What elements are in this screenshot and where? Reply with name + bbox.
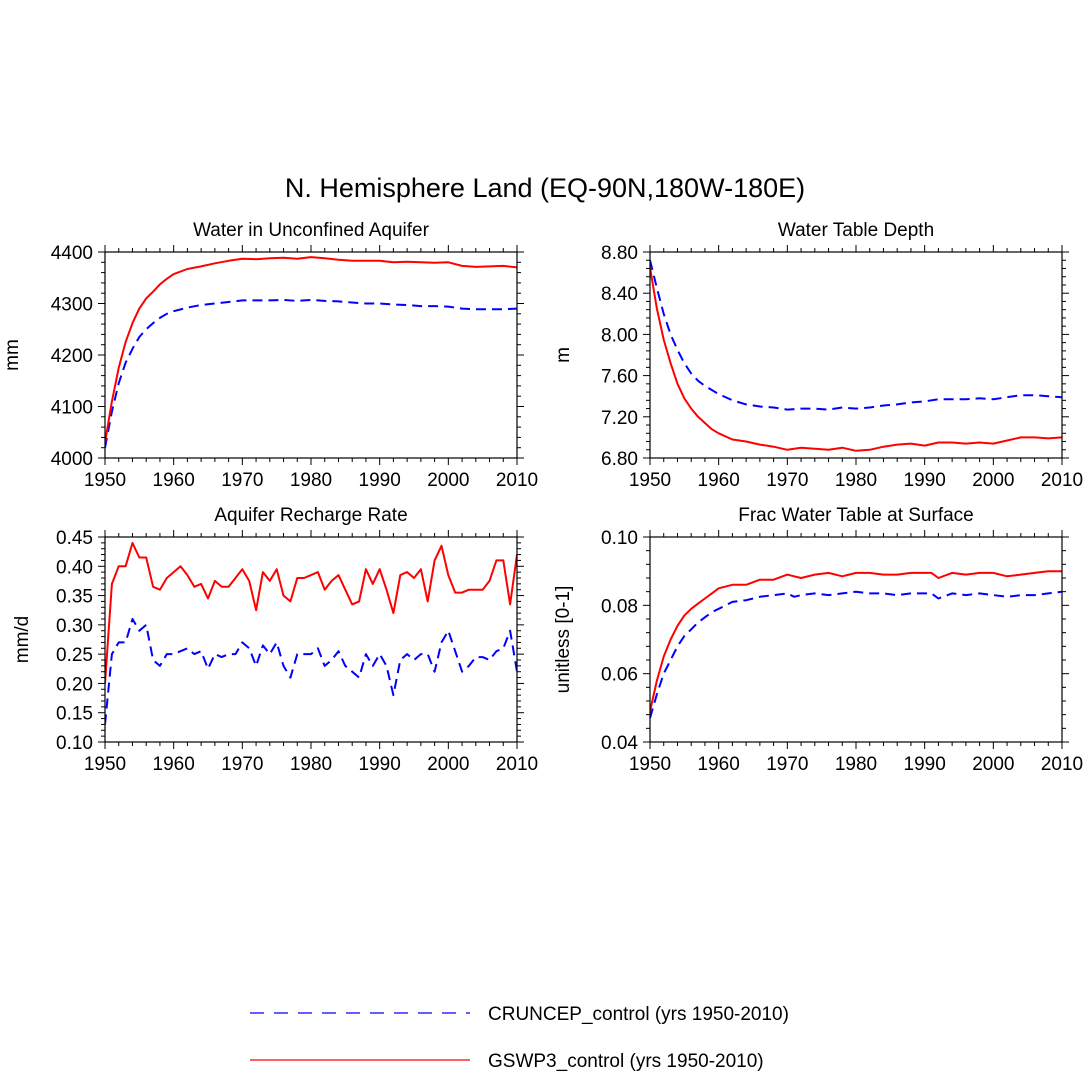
series-line-cruncep-control bbox=[105, 298, 517, 448]
series-group bbox=[650, 570, 1062, 719]
series-line-gswp3-control bbox=[105, 541, 517, 684]
panel-aquifer-recharge-rate: Aquifer Recharge Rate mm/d 1950 1960 1970 198… bbox=[12, 505, 538, 775]
y-tick-label: 0.06 bbox=[601, 665, 638, 686]
series-line-gswp3-control bbox=[650, 570, 1062, 712]
panel-title: Water in Unconfined Aquifer bbox=[193, 220, 430, 241]
series-line-cruncep-control bbox=[650, 259, 1062, 411]
panel-title: Frac Water Table at Surface bbox=[738, 505, 974, 526]
y-tick-label: 0.10 bbox=[601, 528, 638, 549]
y-tick-label: 8.00 bbox=[601, 325, 638, 346]
x-tick-label: 2000 bbox=[972, 754, 1014, 775]
legend-gswp3-label: GSWP3_control (yrs 1950-2010) bbox=[488, 1051, 764, 1072]
y-axis-label: mm bbox=[2, 339, 23, 371]
series-line-cruncep-control bbox=[105, 618, 517, 725]
y-tick-label: 4200 bbox=[51, 346, 93, 367]
y-tick-label: 6.80 bbox=[601, 449, 638, 470]
panel-water-table-depth: Water Table Depth m 1950 1960 1970 1980 1990 20… bbox=[553, 220, 1083, 491]
x-tick-label: 2010 bbox=[496, 470, 538, 491]
x-tick-label: 1980 bbox=[290, 470, 332, 491]
y-tick-label: 0.10 bbox=[56, 733, 93, 754]
y-tick-label: 0.40 bbox=[56, 557, 93, 578]
y-axis-label: m bbox=[553, 347, 574, 363]
x-tick-label: 1960 bbox=[153, 470, 195, 491]
y-tick-label: 0.04 bbox=[601, 733, 638, 754]
y-tick-label: 0.25 bbox=[56, 645, 93, 666]
x-tick-label: 1960 bbox=[153, 754, 195, 775]
x-tick-label: 1990 bbox=[904, 754, 946, 775]
panel-frac-water-table-at-surface: Frac Water Table at Surface unitless [0-1… bbox=[553, 505, 1083, 775]
series-group bbox=[105, 541, 517, 725]
series-line-gswp3-control bbox=[650, 267, 1062, 452]
x-tick-label: 1950 bbox=[84, 754, 126, 775]
x-tick-label: 1980 bbox=[835, 754, 877, 775]
x-tick-label: 2010 bbox=[1041, 754, 1083, 775]
y-tick-label: 7.20 bbox=[601, 408, 638, 429]
y-axis-label: mm/d bbox=[12, 616, 33, 664]
y-tick-label: 4400 bbox=[51, 243, 93, 264]
x-tick-label: 1970 bbox=[221, 754, 263, 775]
y-tick-label: 4000 bbox=[51, 449, 93, 470]
x-tick-label: 2000 bbox=[972, 470, 1014, 491]
x-tick-label: 2010 bbox=[496, 754, 538, 775]
panel-title: Water Table Depth bbox=[778, 220, 934, 241]
y-tick-label: 4100 bbox=[51, 398, 93, 419]
x-tick-label: 1950 bbox=[629, 754, 671, 775]
y-tick-label: 7.60 bbox=[601, 367, 638, 388]
figure-title: N. Hemisphere Land (EQ-90N,180W-180E) bbox=[285, 173, 805, 203]
series-group bbox=[105, 256, 517, 448]
y-tick-label: 0.15 bbox=[56, 704, 93, 725]
x-tick-label: 1960 bbox=[698, 470, 740, 491]
plot-frame bbox=[649, 536, 1063, 743]
y-tick-label: 0.20 bbox=[56, 674, 93, 695]
series-line-gswp3-control bbox=[105, 256, 517, 443]
x-tick-label: 1950 bbox=[629, 470, 671, 491]
x-tick-label: 2000 bbox=[427, 470, 469, 491]
plot-frame bbox=[104, 251, 518, 459]
y-tick-label: 4300 bbox=[51, 295, 93, 316]
x-tick-label: 1980 bbox=[835, 470, 877, 491]
x-tick-label: 1990 bbox=[904, 470, 946, 491]
x-tick-label: 1970 bbox=[221, 470, 263, 491]
y-tick-label: 0.08 bbox=[601, 596, 638, 617]
plot-frame bbox=[104, 536, 518, 743]
plot-frame bbox=[649, 251, 1063, 459]
x-tick-label: 1990 bbox=[359, 470, 401, 491]
legend: CRUNCEP_control (yrs 1950-2010) GSWP3_co… bbox=[250, 1004, 789, 1072]
x-tick-label: 1970 bbox=[766, 754, 808, 775]
panel-title: Aquifer Recharge Rate bbox=[214, 505, 407, 526]
y-tick-label: 0.35 bbox=[56, 587, 93, 608]
series-line-cruncep-control bbox=[650, 590, 1062, 719]
x-tick-label: 2010 bbox=[1041, 470, 1083, 491]
x-tick-label: 1990 bbox=[359, 754, 401, 775]
x-tick-label: 2000 bbox=[427, 754, 469, 775]
x-tick-label: 1950 bbox=[84, 470, 126, 491]
panel-water-in-unconfined-aquifer: Water in Unconfined Aquifer mm 1950 1960 197… bbox=[2, 220, 538, 491]
legend-cruncep-label: CRUNCEP_control (yrs 1950-2010) bbox=[488, 1004, 789, 1025]
y-tick-label: 0.45 bbox=[56, 528, 93, 549]
x-tick-label: 1980 bbox=[290, 754, 332, 775]
y-tick-label: 0.30 bbox=[56, 616, 93, 637]
x-tick-label: 1970 bbox=[766, 470, 808, 491]
y-axis-label: unitless [0-1] bbox=[553, 586, 574, 694]
y-tick-label: 8.40 bbox=[601, 284, 638, 305]
y-tick-label: 8.80 bbox=[601, 243, 638, 264]
x-tick-label: 1960 bbox=[698, 754, 740, 775]
series-group bbox=[650, 259, 1062, 452]
